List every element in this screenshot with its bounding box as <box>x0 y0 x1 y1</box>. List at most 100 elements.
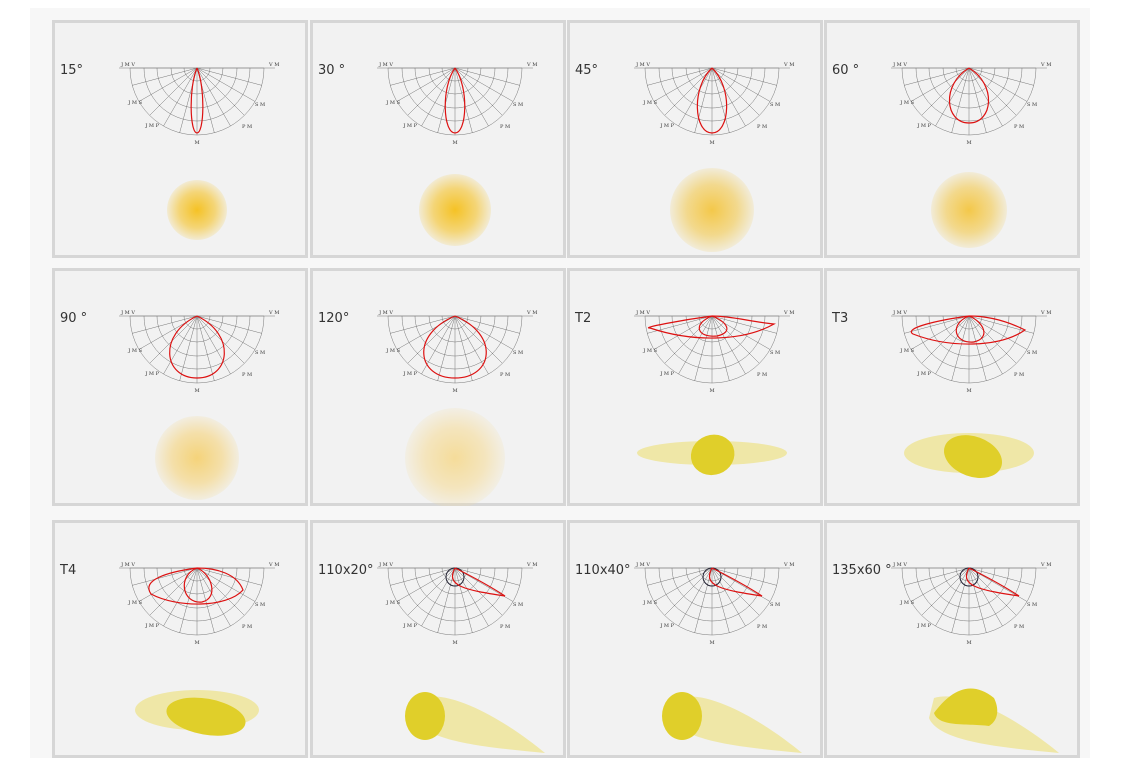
polar-label: J M P <box>916 371 931 377</box>
polar-label: J M S <box>899 600 914 606</box>
card-graphic: 30 ° J M V V M J M S S M J M P P M M <box>318 62 537 246</box>
polar-label: S M <box>513 102 523 108</box>
polar-label: P M <box>500 124 510 130</box>
polar-label: J M V <box>120 62 135 68</box>
polar-spoke <box>196 315 231 375</box>
polar-spoke <box>935 67 970 127</box>
beam-card: 45° J M V V M J M S S M J M P P M M <box>567 20 823 258</box>
polar-label: V M <box>783 562 794 568</box>
light-spot <box>670 168 754 252</box>
polar-spoke <box>951 67 970 133</box>
polar-spoke <box>711 567 730 633</box>
light-spot <box>167 180 227 240</box>
polar-spoke <box>711 67 777 86</box>
polar-spoke <box>454 315 503 364</box>
polar-label: J M V <box>892 310 907 316</box>
polar-label: J M P <box>402 623 417 629</box>
polar-label: V M <box>526 310 537 316</box>
polar-spoke <box>711 67 746 127</box>
polar-spoke <box>454 315 489 375</box>
polar-label: J M P <box>144 371 159 377</box>
polar-label: P M <box>757 624 767 630</box>
polar-label: M <box>452 140 457 146</box>
polar-label: V M <box>268 562 279 568</box>
beam-label: T2 <box>574 311 591 326</box>
beam-curve <box>169 315 225 379</box>
polar-label: J M V <box>635 62 650 68</box>
beam-label: 45° <box>575 63 598 78</box>
light-core <box>690 434 735 476</box>
light-core <box>405 692 445 740</box>
light-area <box>672 696 802 753</box>
beam-curve <box>965 567 1020 597</box>
polar-spoke <box>968 67 1017 116</box>
polar-spoke <box>390 567 456 586</box>
polar-spoke <box>678 567 713 627</box>
beam-label: T3 <box>831 311 848 326</box>
polar-spoke <box>921 567 970 616</box>
polar-label: P M <box>500 372 510 378</box>
polar-spoke <box>711 67 760 116</box>
polar-label: P M <box>757 124 767 130</box>
beam-label: 135x60 ° <box>832 563 892 578</box>
card-graphic: 45° J M V V M J M S S M J M P P M M <box>575 62 794 252</box>
polar-label: V M <box>1040 310 1051 316</box>
polar-spoke <box>711 315 777 334</box>
polar-spoke <box>647 567 713 586</box>
polar-spoke <box>904 67 970 86</box>
polar-spoke <box>196 315 262 334</box>
light-spot <box>931 172 1007 248</box>
light-area <box>415 696 545 753</box>
card-graphic: 15° J M V V M J M S S M J M P P M M <box>60 62 279 240</box>
polar-spoke <box>437 67 456 133</box>
polar-label: V M <box>268 310 279 316</box>
card-graphic: 110x20° J M V V M J M S S M J M P P M M <box>318 562 545 753</box>
beam-curve-inner <box>183 567 213 603</box>
polar-spoke <box>454 315 473 381</box>
polar-spoke <box>454 67 520 86</box>
card-graphic: 60 ° J M V V M J M S S M J M P P M M <box>832 62 1051 248</box>
polar-spoke <box>694 567 713 633</box>
beam-curve <box>948 67 990 124</box>
polar-spoke <box>711 67 771 102</box>
beam-label: T4 <box>59 563 76 578</box>
polar-spoke <box>951 315 970 381</box>
polar-label: P M <box>757 372 767 378</box>
polar-label: S M <box>1027 602 1037 608</box>
polar-spoke <box>664 567 713 616</box>
polar-spoke <box>921 67 970 116</box>
polar-label: J M P <box>402 123 417 129</box>
polar-label: J M V <box>120 562 135 568</box>
beam-label: 110x40° <box>575 563 631 578</box>
beam-card: T2 J M V V M J M S S M J M P P M M <box>567 268 823 506</box>
polar-spoke <box>407 67 456 116</box>
polar-grid <box>377 567 533 636</box>
polar-spoke <box>421 315 456 375</box>
beam-label: 110x20° <box>318 563 374 578</box>
light-core <box>662 692 702 740</box>
beam-curve <box>148 567 244 605</box>
polar-spoke <box>407 567 456 616</box>
card-graphic: T4 J M V V M J M S S M J M P P M M <box>59 562 279 736</box>
light-spot <box>405 408 505 506</box>
polar-label: J M V <box>635 310 650 316</box>
light-core <box>934 688 998 726</box>
light-core <box>166 697 246 736</box>
polar-spoke <box>132 67 198 86</box>
beam-curve-inner <box>955 315 985 343</box>
polar-spoke <box>935 567 970 627</box>
polar-label: S M <box>255 102 265 108</box>
polar-label: J M P <box>659 623 674 629</box>
polar-label: V M <box>526 562 537 568</box>
polar-label: M <box>966 140 971 146</box>
polar-spoke <box>163 567 198 627</box>
polar-label: J M S <box>899 100 914 106</box>
polar-spoke <box>390 315 456 334</box>
polar-label: M <box>966 388 971 394</box>
polar-label: J M S <box>127 100 142 106</box>
polar-label: P M <box>242 124 252 130</box>
beam-label: 90 ° <box>60 311 87 326</box>
polar-label: J M P <box>402 371 417 377</box>
polar-spoke <box>454 315 514 350</box>
beam-card: 90 ° J M V V M J M S S M J M P P M M <box>52 268 308 506</box>
